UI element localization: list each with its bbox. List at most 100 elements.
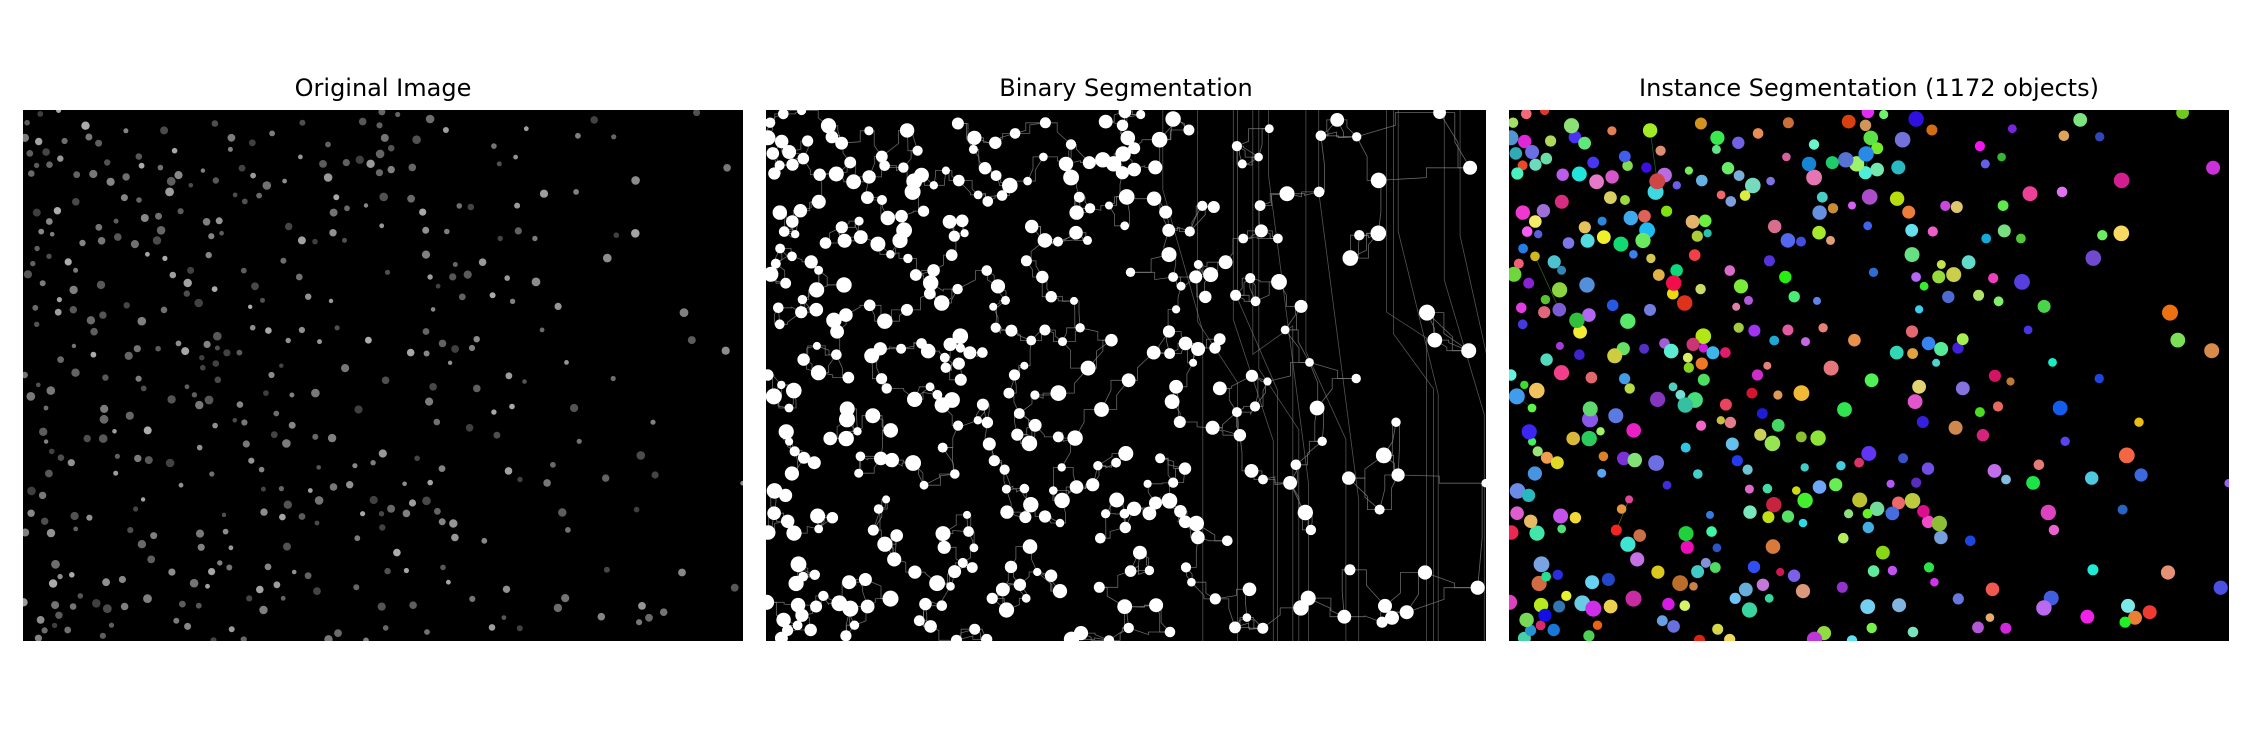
mask-blob (1461, 343, 1477, 359)
nucleus-dot (54, 308, 62, 316)
mask-blob (1273, 233, 1283, 244)
mask-blob (990, 279, 1006, 294)
instance-blob (1617, 451, 1631, 466)
mask-blob (1242, 613, 1252, 622)
instance-blob (1889, 345, 1904, 360)
instance-blob (1797, 492, 1813, 509)
nucleus-dot (481, 537, 488, 544)
instance-blob (1597, 468, 1607, 478)
instance-blob (1905, 325, 1919, 338)
mask-blob (1118, 189, 1135, 205)
instance-blob (1916, 416, 1929, 428)
nucleus-dot (430, 307, 436, 312)
nucleus-dot (256, 585, 264, 594)
instance-blob (1863, 130, 1879, 146)
nucleus-dot (517, 476, 523, 483)
mask-blob (1151, 131, 1168, 148)
mask-blob (790, 556, 807, 573)
instance-blob (1695, 283, 1706, 295)
mask-blob (838, 430, 854, 447)
nucleus-dot (325, 141, 331, 148)
instance-blob (1541, 571, 1551, 582)
mask-blob (782, 624, 794, 637)
nucleus-dot (558, 508, 567, 517)
mask-blob (867, 524, 879, 536)
nucleus-dot (636, 451, 646, 460)
nucleus-dot (590, 116, 598, 124)
mask-blob (1342, 471, 1356, 485)
nucleus-dot (346, 481, 354, 489)
instance-blob (1589, 174, 1604, 190)
mask-blob (786, 382, 802, 399)
instance-blob (1742, 464, 1753, 475)
nucleus-dot (279, 513, 286, 521)
mask-blob (790, 597, 806, 613)
nucleus-dot (378, 449, 387, 458)
instance-blob (1921, 336, 1936, 351)
nucleus-dot (280, 595, 286, 601)
nucleus-dot (297, 236, 306, 245)
mask-blob (1128, 142, 1141, 155)
mask-blob (932, 389, 943, 400)
nucleus-dot (39, 280, 46, 287)
instance-blob (1521, 226, 1533, 237)
nucleus-dot (79, 239, 86, 247)
nucleus-dot (248, 304, 253, 309)
mask-blob (908, 565, 922, 579)
instance-blob (1756, 578, 1770, 591)
instance-blob (1716, 416, 1725, 425)
nucleus-dot (265, 327, 272, 334)
mask-blob (907, 391, 923, 407)
mask-blob (778, 226, 790, 237)
nucleus-dot (488, 624, 496, 631)
mask-blob (1263, 377, 1272, 386)
mask-blob (877, 313, 893, 329)
panel-title-binary: Binary Segmentation (999, 74, 1253, 102)
mask-blob (1146, 345, 1161, 360)
nucleus-dot (184, 384, 190, 390)
mask-blob (948, 230, 960, 242)
mask-blob (890, 529, 903, 542)
instance-blob (1552, 302, 1567, 317)
mask-blob (775, 134, 789, 149)
instance-blob (1733, 170, 1745, 181)
instance-blob (1934, 342, 1949, 356)
mask-blob (913, 615, 925, 627)
nucleus-dot (613, 232, 620, 238)
instance-blob (1522, 488, 1536, 502)
instance-blob (1931, 515, 1947, 532)
mask-blob (963, 346, 977, 360)
nucleus-dot (155, 345, 161, 352)
instance-blob (1869, 501, 1885, 516)
instance-blob (1698, 343, 1708, 353)
nucleus-dot (73, 526, 79, 532)
instance-blob (1601, 573, 1615, 586)
nucleus-dot (187, 266, 195, 274)
nucleus-dot (427, 479, 434, 486)
nucleus-dot (241, 419, 248, 426)
instance-blob (1892, 496, 1905, 510)
instance-blob (1904, 493, 1921, 509)
mask-blob (854, 468, 864, 478)
nucleus-dot (434, 507, 441, 515)
nucleus-dot (168, 568, 176, 576)
nucleus-dot (403, 567, 409, 574)
nucleus-dot (99, 414, 109, 424)
nucleus-dot (140, 214, 149, 222)
mask-blob (1344, 564, 1356, 576)
panel-title-instance: Instance Segmentation (1172 objects) (1639, 74, 2099, 102)
mask-blob (1391, 417, 1401, 427)
instance-blob (1950, 201, 1963, 213)
instance-blob (1630, 552, 1645, 567)
instance-blob (1738, 582, 1753, 597)
instance-blob (1691, 230, 1703, 242)
instance-blob (1852, 492, 1868, 508)
nucleus-dot (171, 147, 178, 154)
nucleus-dot (124, 351, 133, 360)
instance-blob (1776, 567, 1785, 577)
instance-blob (1763, 361, 1772, 370)
instance-blob (1801, 337, 1810, 347)
instance-blob (2085, 471, 2099, 485)
instance-blob (1934, 530, 1948, 545)
instance-blob (1679, 600, 1691, 611)
